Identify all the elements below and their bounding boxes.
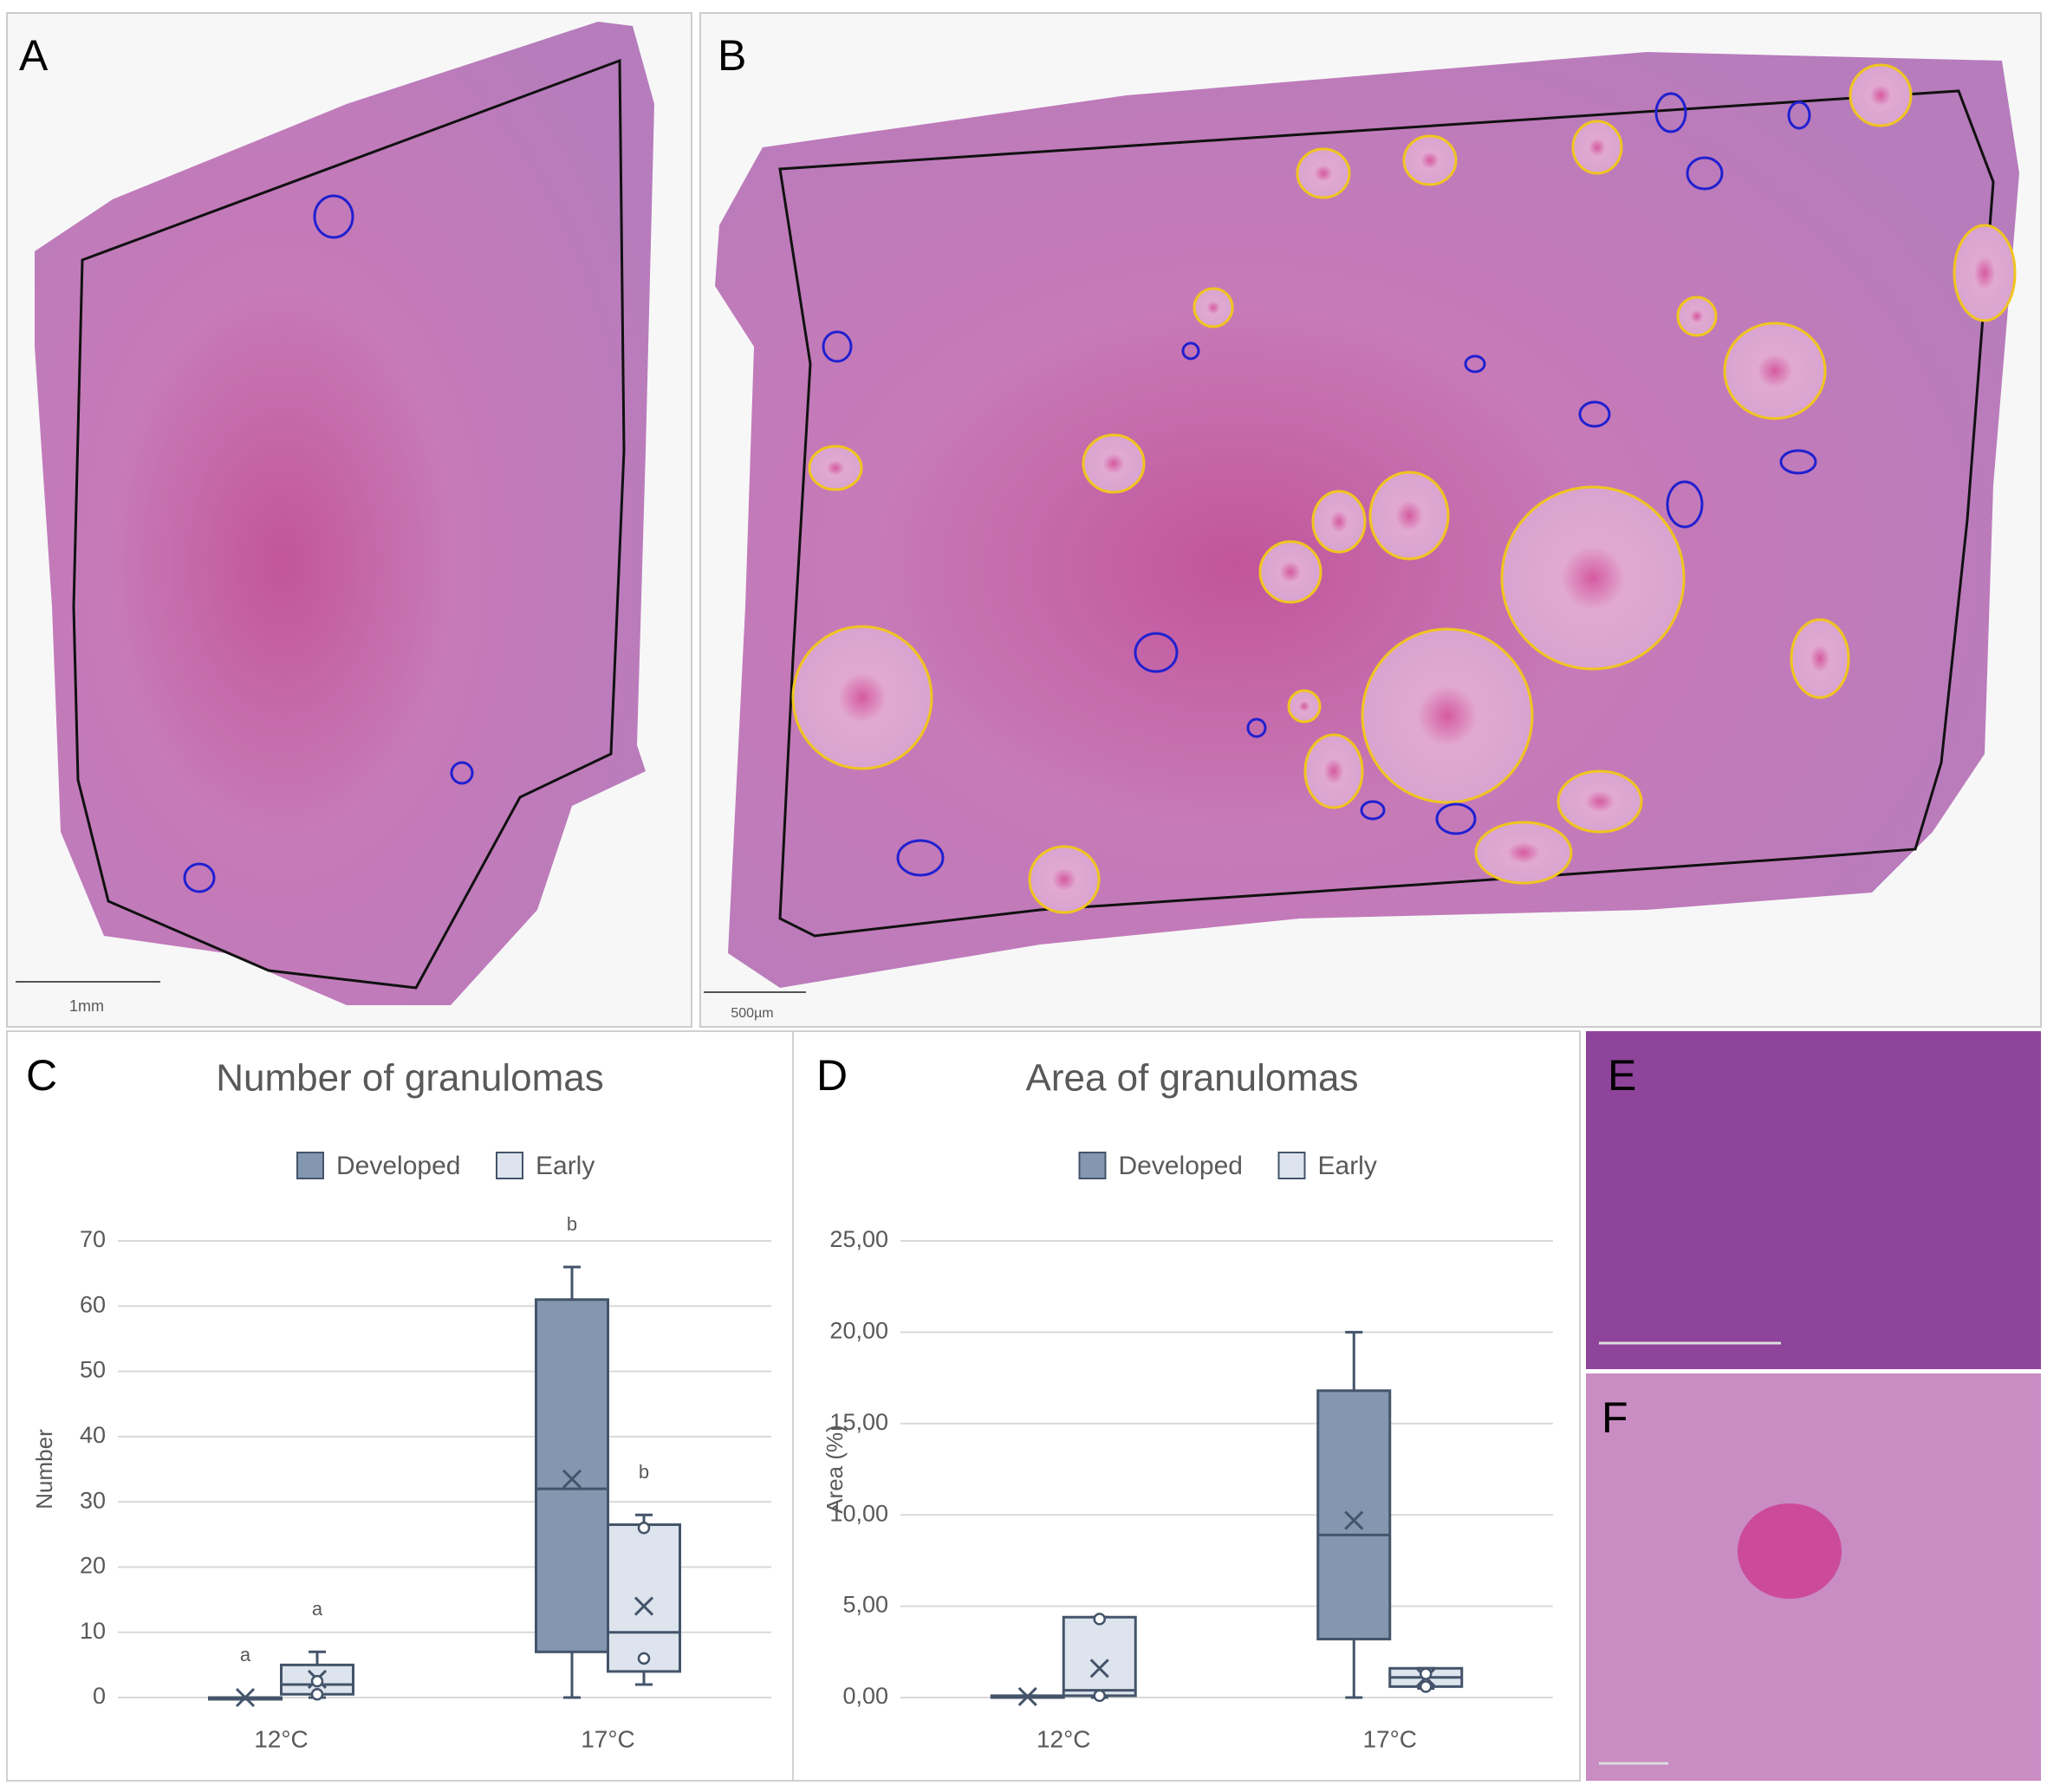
panel-e: E (1586, 1031, 2041, 1369)
y-tick-label: 20 (80, 1553, 106, 1579)
panel-label: D (816, 1051, 848, 1100)
y-tick-label: 0,00 (842, 1683, 888, 1709)
point (310, 1687, 324, 1701)
x-tick-label: 12°C (254, 1725, 309, 1752)
point (1093, 1689, 1106, 1703)
mean-marker (1089, 1659, 1109, 1678)
mean-marker (634, 1596, 654, 1616)
mean-marker (235, 1687, 256, 1708)
point (1420, 1667, 1433, 1680)
significance-letter: b (567, 1213, 577, 1235)
box (535, 1298, 609, 1653)
legend-label: Developed (336, 1152, 460, 1180)
y-tick-label: 50 (80, 1357, 106, 1383)
chart-title: Area of granulomas (1026, 1057, 1359, 1100)
point (637, 1652, 651, 1665)
panel-label: C (26, 1051, 57, 1100)
box (607, 1523, 681, 1673)
y-tick-label: 5,00 (842, 1592, 888, 1618)
panel-a: 1mm A (6, 12, 692, 1028)
legend-label: Developed (1119, 1152, 1243, 1180)
legend-swatch (1277, 1152, 1306, 1179)
y-tick-label: 60 (80, 1291, 106, 1317)
y-axis-label: Area (%) (822, 1425, 848, 1514)
x-tick-label: 17°C (581, 1725, 635, 1752)
significance-letter: a (240, 1644, 251, 1665)
significance-letter: b (639, 1461, 649, 1483)
legend-label: Early (536, 1152, 595, 1180)
mean-marker (1344, 1510, 1364, 1530)
scale-bar-label: 500µm (731, 1006, 773, 1021)
y-tick-label: 10 (80, 1618, 106, 1644)
y-tick-label: 20,00 (829, 1318, 888, 1344)
chart-title: Number of granulomas (216, 1057, 604, 1100)
panel-label: B (718, 31, 746, 80)
box (1062, 1615, 1137, 1698)
mean-marker (562, 1469, 582, 1489)
panel-f: F (1586, 1373, 2041, 1781)
y-tick-label: 10,00 (829, 1500, 888, 1526)
y-tick-label: 0 (93, 1683, 106, 1709)
box (1316, 1389, 1392, 1641)
panel-label: E (1608, 1051, 1636, 1100)
panel-b: 500µm B (699, 12, 2042, 1028)
point (1420, 1680, 1433, 1693)
legend-swatch (296, 1152, 324, 1179)
legend-swatch (496, 1152, 523, 1179)
point (637, 1522, 651, 1535)
panel-label: F (1602, 1393, 1628, 1442)
significance-letter: a (312, 1598, 323, 1620)
y-tick-label: 40 (80, 1422, 106, 1448)
y-tick-label: 25,00 (829, 1226, 888, 1252)
panel-label: A (19, 31, 49, 80)
legend-label: Early (1318, 1152, 1377, 1180)
point (310, 1674, 324, 1688)
point (1093, 1613, 1106, 1626)
legend-swatch (1078, 1152, 1107, 1179)
y-tick-label: 70 (80, 1226, 106, 1252)
x-tick-label: 17°C (1362, 1725, 1417, 1752)
y-tick-label: 15,00 (829, 1409, 888, 1435)
y-axis-label: Number (31, 1429, 57, 1510)
scale-bar-label: 1mm (69, 997, 104, 1015)
x-tick-label: 12°C (1036, 1725, 1091, 1752)
y-tick-label: 30 (80, 1487, 106, 1513)
mean-marker (1017, 1686, 1037, 1707)
